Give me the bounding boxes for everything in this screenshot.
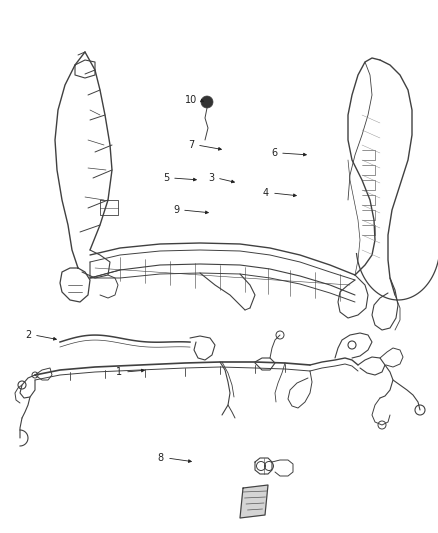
Text: 10: 10: [185, 95, 197, 105]
Polygon shape: [240, 485, 268, 518]
Text: 2: 2: [25, 330, 31, 340]
Text: 3: 3: [208, 173, 214, 183]
Text: 1: 1: [116, 367, 122, 377]
Text: 8: 8: [158, 453, 164, 463]
Text: 7: 7: [188, 140, 194, 150]
Text: 4: 4: [263, 188, 269, 198]
Text: 6: 6: [271, 148, 277, 158]
Text: 9: 9: [173, 205, 179, 215]
Circle shape: [201, 96, 213, 108]
Text: 5: 5: [163, 173, 169, 183]
